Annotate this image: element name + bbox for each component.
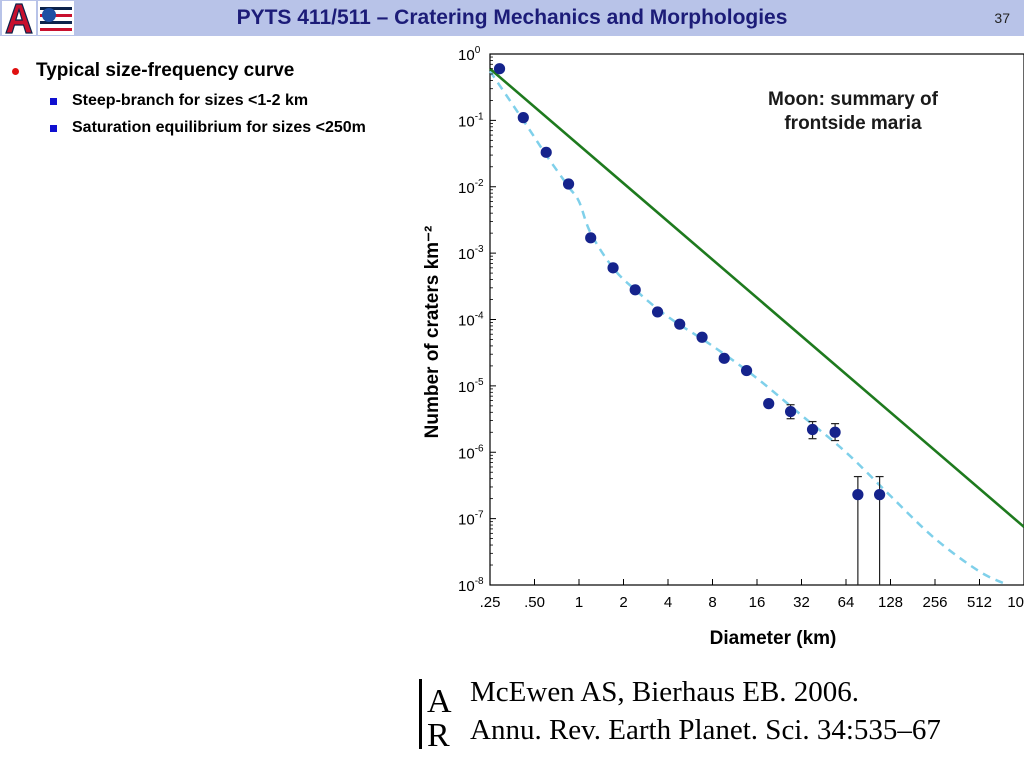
y-tick-label-base: 10 — [458, 445, 475, 462]
data-point — [607, 262, 619, 274]
data-point — [718, 352, 730, 364]
y-tick-label-base: 10 — [458, 180, 475, 197]
y-tick-label-exponent: 0 — [475, 45, 481, 56]
data-point — [674, 318, 686, 330]
citation: A R McEwen AS, Bierhaus EB. 2006. Annu. … — [418, 676, 978, 754]
bullet-main-text: Typical size-frequency curve — [36, 60, 295, 81]
x-tick-label: 4 — [664, 594, 672, 611]
y-tick-label: 10-2 — [458, 178, 484, 197]
y-tick-label-exponent: -6 — [475, 443, 484, 454]
x-tick-label: 64 — [838, 594, 855, 611]
annual-reviews-logo-letter-a: A — [427, 683, 452, 720]
chart-title-line-1: Moon: summary of — [768, 89, 939, 110]
sub-bullet-text: Saturation equilibrium for sizes <250m — [72, 119, 366, 136]
data-point — [562, 178, 575, 190]
x-tick-label: 512 — [967, 594, 992, 611]
bullet-list: Typical size-frequency curve Steep-branc… — [10, 58, 405, 138]
y-tick-label-exponent: -1 — [475, 111, 484, 122]
chart-title-line-2: frontside maria — [784, 113, 922, 134]
y-tick-label-base: 10 — [458, 47, 475, 64]
x-tick-label: 1024 — [1007, 594, 1024, 611]
x-tick-label: .25 — [480, 594, 501, 611]
data-point — [696, 331, 708, 343]
university-a-logo-icon — [2, 1, 74, 35]
y-tick-label-base: 10 — [458, 246, 475, 263]
y-axis-label: Number of craters km⁻² — [422, 226, 443, 439]
data-point — [873, 489, 886, 501]
blue-square-bullet-icon — [50, 98, 57, 105]
x-tick-label: 2 — [619, 594, 627, 611]
data-point — [585, 232, 597, 244]
data-point — [806, 423, 819, 436]
bullet-main: Typical size-frequency curve — [10, 58, 405, 84]
y-tick-label: 10-8 — [458, 576, 484, 595]
annual-reviews-logo: A R — [419, 679, 452, 750]
y-tick-label-base: 10 — [458, 113, 475, 130]
data-point — [829, 426, 841, 438]
crater-size-frequency-chart: 10-810-710-610-510-410-310-210-1100.25.5… — [422, 45, 1024, 649]
blue-square-bullet-icon — [50, 125, 57, 132]
x-tick-label: 8 — [708, 594, 716, 611]
y-tick-label-exponent: -3 — [475, 244, 484, 255]
x-tick-label: .50 — [524, 594, 545, 611]
citation-line-2: Annu. Rev. Earth Planet. Sci. 34:535–67 — [470, 714, 941, 746]
data-point — [740, 364, 753, 377]
y-tick-label: 100 — [458, 45, 481, 64]
slide-header: PYTS 411/511 – Cratering Mechanics and M… — [0, 0, 1024, 36]
sub-bullet: Steep-branch for sizes <1-2 km — [10, 91, 405, 111]
x-tick-label: 16 — [749, 594, 766, 611]
data-point — [493, 63, 506, 75]
data-point — [852, 489, 864, 501]
y-tick-label: 10-3 — [458, 244, 484, 263]
x-tick-label: 32 — [793, 594, 810, 611]
y-tick-label-exponent: -5 — [475, 377, 484, 388]
y-tick-label-exponent: -2 — [475, 178, 484, 189]
y-tick-label: 10-7 — [458, 510, 484, 529]
plot-frame — [489, 53, 1024, 586]
y-tick-label-exponent: -4 — [475, 311, 484, 322]
y-tick-label-exponent: -8 — [475, 576, 484, 587]
data-point — [651, 306, 664, 318]
x-axis-label: Diameter (km) — [710, 628, 837, 649]
y-tick-label-base: 10 — [458, 379, 475, 396]
y-tick-label-base: 10 — [458, 512, 475, 529]
y-tick-label-exponent: -7 — [475, 510, 484, 521]
y-tick-label-base: 10 — [458, 578, 475, 595]
x-tick-label: 256 — [922, 594, 947, 611]
y-tick-label: 10-1 — [458, 111, 484, 130]
sub-bullet: Saturation equilibrium for sizes <250m — [10, 118, 405, 138]
fit-curve-dashed — [488, 70, 1009, 587]
y-tick-label: 10-4 — [458, 311, 484, 330]
sub-bullet-text: Steep-branch for sizes <1-2 km — [72, 92, 309, 109]
citation-line-1: McEwen AS, Bierhaus EB. 2006. — [470, 676, 860, 708]
y-tick-label: 10-5 — [458, 377, 484, 396]
annual-reviews-logo-letter-r: R — [427, 717, 450, 750]
slide-title: PYTS 411/511 – Cratering Mechanics and M… — [236, 6, 788, 29]
data-point — [540, 146, 552, 158]
data-point — [517, 112, 529, 124]
data-point — [629, 284, 641, 296]
data-point — [763, 398, 775, 410]
data-point — [784, 405, 797, 418]
slide-number: 37 — [994, 10, 1010, 26]
red-bullet-icon — [12, 68, 19, 75]
x-tick-label: 1 — [575, 594, 583, 611]
y-tick-label: 10-6 — [458, 443, 484, 462]
saturation-equilibrium-line — [489, 67, 1024, 528]
x-tick-label: 128 — [878, 594, 903, 611]
y-tick-label-base: 10 — [458, 313, 475, 330]
